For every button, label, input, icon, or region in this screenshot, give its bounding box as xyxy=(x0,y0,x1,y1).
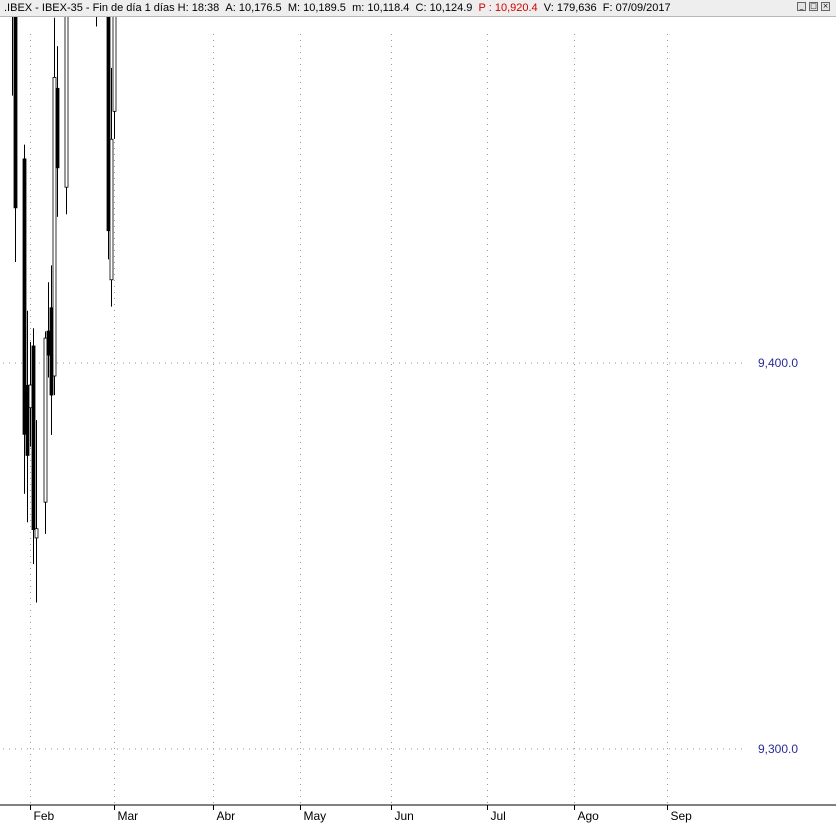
candle xyxy=(12,17,13,96)
candle xyxy=(106,17,111,260)
candle-body-up xyxy=(64,17,69,188)
candle xyxy=(31,328,36,565)
candle-body-down xyxy=(55,87,60,169)
x-tick-label: May xyxy=(304,809,327,823)
date-value: 07/09/2017 xyxy=(615,2,671,14)
x-tick-label: Jul xyxy=(491,809,506,823)
candle xyxy=(52,17,57,396)
x-tick-label: Mar xyxy=(118,809,139,823)
candle-body-down xyxy=(106,17,111,232)
x-tick-label: Ago xyxy=(578,809,600,823)
candle-body-up xyxy=(28,384,33,409)
p-value: 10,920.4 xyxy=(494,2,538,14)
chart-header-text: .IBEX - IBEX-35 - Fin de día 1 días H: 1… xyxy=(4,2,671,14)
restore-icon[interactable]: □ xyxy=(809,2,818,11)
candle-body-down xyxy=(31,345,36,531)
candle xyxy=(43,331,48,534)
candle-body-up xyxy=(34,528,39,539)
grid xyxy=(3,34,742,805)
time-value: 18:38 xyxy=(191,2,220,14)
candle-body-down xyxy=(13,17,18,209)
minimize-icon[interactable]: _ xyxy=(797,2,806,11)
x-axis: Feb Mar Abr May Jun Jul Ago Sep xyxy=(0,804,836,823)
low-value: 10,118.4 xyxy=(367,2,410,14)
candle xyxy=(22,144,27,494)
close-icon[interactable]: × xyxy=(821,2,830,11)
y-tick-label: 9,300.0 xyxy=(758,742,798,756)
x-tick-label: Sep xyxy=(671,809,693,823)
title-bar: .IBEX - IBEX-35 - Fin de día 1 días H: 1… xyxy=(0,0,836,17)
candle xyxy=(34,420,39,603)
close-value: 10,124.9 xyxy=(429,2,473,14)
x-tick-label: Jun xyxy=(395,809,414,823)
high-value: 10,189.5 xyxy=(303,2,346,14)
candle-body-up xyxy=(52,76,57,377)
x-tick-label: Feb xyxy=(34,809,55,823)
symbol: .IBEX xyxy=(4,2,33,14)
candle-body-up xyxy=(43,337,48,503)
candle xyxy=(49,265,54,435)
candle-body-up xyxy=(109,138,114,281)
candle xyxy=(25,310,30,523)
candle xyxy=(112,17,117,139)
candle xyxy=(64,17,69,215)
candle-body-down xyxy=(49,307,54,396)
candle xyxy=(55,46,60,217)
open-value: 10,176.5 xyxy=(238,2,282,14)
price-chart[interactable]: 9,300.09,400.09,500.09,600.09,700.09,800… xyxy=(0,17,836,839)
y-axis: 9,300.09,400.09,500.09,600.09,700.09,800… xyxy=(758,356,798,756)
candle xyxy=(28,341,33,447)
candles xyxy=(12,17,117,603)
candle-body-down xyxy=(22,158,27,435)
candle xyxy=(96,17,97,27)
candle-body-up xyxy=(112,17,117,112)
candle xyxy=(109,67,114,307)
period-label: Fin de día 1 días xyxy=(92,2,175,14)
x-tick-label: Abr xyxy=(217,809,236,823)
candle-body-down xyxy=(25,384,30,456)
candle xyxy=(13,17,18,263)
instrument-name: IBEX-35 xyxy=(41,2,83,14)
candle xyxy=(46,282,51,378)
candle-body-down xyxy=(46,330,51,356)
volume-value: 179,636 xyxy=(556,2,597,14)
y-tick-label: 9,400.0 xyxy=(758,356,798,370)
